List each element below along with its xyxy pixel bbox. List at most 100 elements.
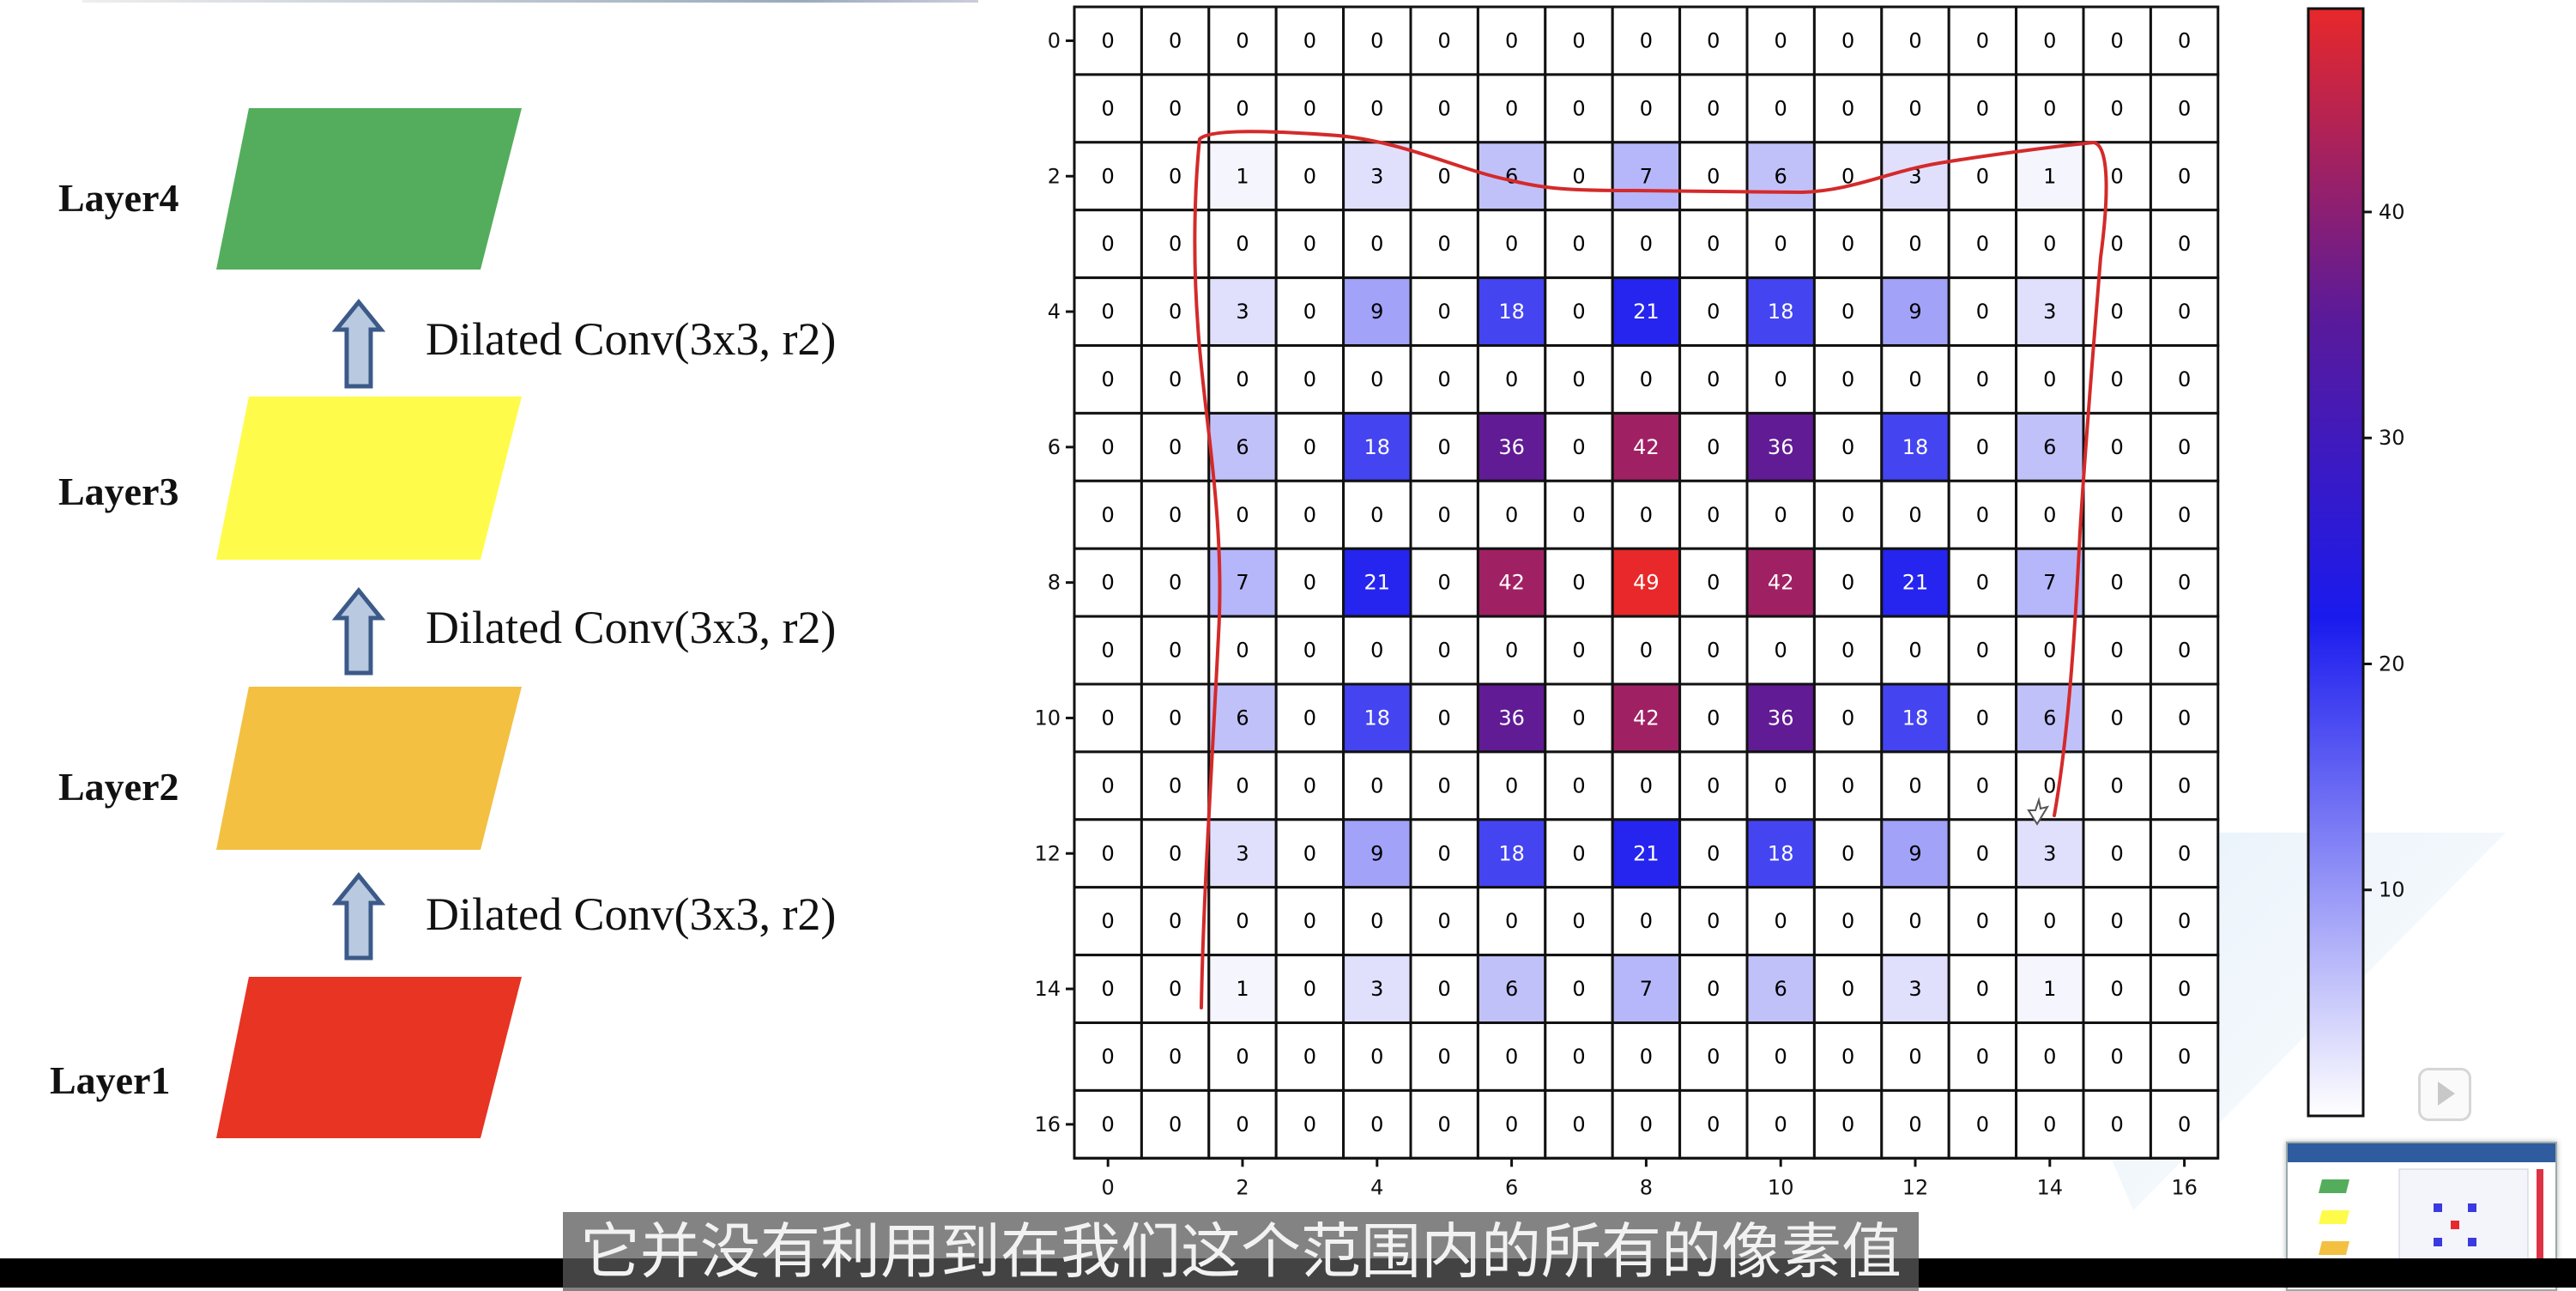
cell-value: 0	[1169, 977, 1182, 1001]
heatmap-cell	[1073, 276, 1143, 348]
heatmap-cell	[1745, 141, 1816, 212]
cell-value: 0	[1102, 977, 1115, 1001]
cell-value: 0	[1370, 909, 1383, 933]
cell-value: 0	[2178, 28, 2191, 52]
cell-value: 0	[2111, 96, 2124, 120]
heatmap-cell	[1678, 954, 1749, 1024]
heatmap-cell	[1947, 1021, 2018, 1092]
heatmap-cell	[1073, 344, 1143, 415]
cell-value: 0	[1640, 1045, 1653, 1069]
cell-value: 0	[1707, 1045, 1720, 1069]
cell-value: 9	[1908, 300, 1921, 324]
play-button[interactable]	[2418, 1068, 2471, 1121]
cell-value: 0	[1303, 28, 1316, 52]
heatmap-cell	[1274, 344, 1345, 415]
cell-value: 0	[2178, 435, 2191, 459]
top-divider	[82, 0, 978, 3]
cell-value: 0	[1841, 773, 1854, 797]
heatmap-cell	[1274, 886, 1345, 957]
heatmap-cell	[1947, 615, 2018, 686]
cell-value: 0	[1841, 503, 1854, 527]
cell-value: 0	[1102, 164, 1115, 188]
heatmap-cell	[1745, 73, 1816, 144]
heatmap-cell	[1880, 954, 1950, 1024]
cell-value: 18	[1902, 435, 1929, 459]
cell-value: 3	[1370, 164, 1383, 188]
cell-value: 0	[1236, 909, 1249, 933]
heatmap-cell	[2149, 547, 2220, 618]
heatmap-cell	[2015, 547, 2085, 618]
cell-value: 0	[1841, 909, 1854, 933]
cell-value: 0	[1775, 503, 1787, 527]
layer3-label: Layer3	[58, 470, 179, 513]
cell-value: 0	[1640, 503, 1653, 527]
y-tick-label: 0	[1048, 28, 1061, 52]
heatmap-cell	[1947, 276, 2018, 348]
cell-value: 0	[1102, 367, 1115, 391]
cell-value: 0	[1303, 706, 1316, 730]
heatmap-cell	[1880, 818, 1950, 889]
cell-value: 0	[1102, 841, 1115, 865]
cell-value: 0	[1236, 639, 1249, 663]
cell-value: 0	[1775, 232, 1787, 256]
x-tick-label: 8	[1640, 1175, 1653, 1199]
cell-value: 0	[1169, 232, 1182, 256]
cell-value: 0	[1169, 300, 1182, 324]
heatmap-cell	[1544, 141, 1614, 212]
heatmap-cell	[1611, 411, 1682, 482]
cell-value: 0	[2178, 300, 2191, 324]
x-tick-label: 12	[1902, 1175, 1929, 1199]
cell-value: 3	[2043, 300, 2056, 324]
layer3-block	[216, 397, 522, 560]
cell-value: 0	[1572, 28, 1585, 52]
heatmap-cell	[2015, 682, 2085, 754]
cell-value: 0	[1707, 164, 1720, 188]
cell-value: 0	[2111, 232, 2124, 256]
hand-drawn-annotation	[1193, 130, 2108, 1009]
cell-value: 0	[1438, 503, 1451, 527]
cell-value: 0	[2178, 232, 2191, 256]
cell-value: 0	[1841, 706, 1854, 730]
heatmap-cell	[1947, 344, 2018, 415]
dilated-conv-diagram	[216, 108, 522, 1138]
heatmap-cells	[1073, 5, 2220, 1160]
cell-value: 0	[1303, 571, 1316, 595]
heatmap-cell	[1207, 818, 1278, 889]
cell-value: 18	[1364, 706, 1391, 730]
layer1-block	[216, 977, 522, 1138]
cell-value: 42	[1768, 571, 1794, 595]
cell-value: 0	[1370, 367, 1383, 391]
heatmap-cell	[1745, 479, 1816, 550]
cell-value: 18	[1498, 841, 1525, 865]
heatmap-cell	[2082, 344, 2152, 415]
cell-value: 0	[2178, 96, 2191, 120]
cell-value: 0	[1976, 164, 1989, 188]
heatmap-cell	[1812, 5, 1884, 76]
cell-value: 0	[1976, 909, 1989, 933]
cell-value: 0	[2111, 1045, 2124, 1069]
heatmap-cell	[1476, 209, 1547, 280]
cell-value: 0	[1438, 28, 1451, 52]
cell-value: 0	[1169, 28, 1182, 52]
cell-value: 0	[1505, 1112, 1518, 1136]
cell-value: 1	[2043, 164, 2056, 188]
colorbar-tick-label: 30	[2379, 426, 2405, 450]
cell-value: 0	[2111, 300, 2124, 324]
cell-value: 0	[1102, 706, 1115, 730]
cell-value: 0	[1438, 706, 1451, 730]
cell-value: 0	[1438, 164, 1451, 188]
cell-value: 0	[1707, 367, 1720, 391]
cell-value: 0	[1236, 232, 1249, 256]
x-tick-label: 2	[1236, 1175, 1249, 1199]
y-tick-label: 12	[1034, 841, 1061, 865]
heatmap-cell	[1207, 1088, 1278, 1160]
cell-value: 0	[1102, 1112, 1115, 1136]
cell-value: 0	[1908, 28, 1921, 52]
cell-value: 0	[2111, 435, 2124, 459]
cell-value: 0	[1976, 435, 1989, 459]
y-tick-label: 6	[1048, 435, 1061, 459]
heatmap-cell	[2149, 682, 2220, 754]
heatmap-cell	[1342, 547, 1412, 618]
heatmap-cell	[1274, 479, 1345, 550]
